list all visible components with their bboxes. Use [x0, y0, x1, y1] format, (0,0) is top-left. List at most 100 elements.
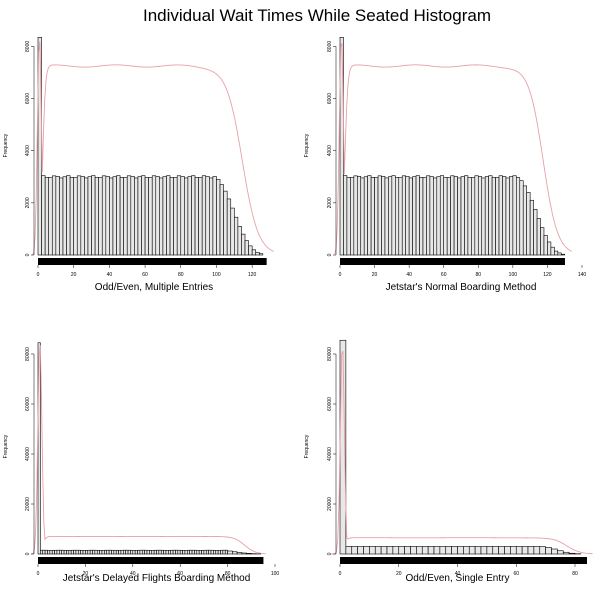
histogram-bar [236, 552, 243, 555]
y-axis: 0 2000 4000 6000 8000 [327, 41, 337, 256]
histogram-bar [73, 177, 78, 256]
histogram-bar [457, 546, 464, 555]
histogram-bar [251, 249, 257, 256]
histogram-bar [137, 549, 141, 555]
histogram-bar [464, 175, 469, 256]
histogram-bar [510, 546, 517, 555]
histogram-bar [363, 546, 370, 555]
histogram-bar [94, 177, 99, 256]
histogram-bar [391, 175, 396, 256]
histogram-bar [419, 177, 424, 256]
y-axis-label: Frequency [304, 434, 310, 458]
x-axis-label: Odd/Even, Multiple Entries [95, 282, 213, 293]
histogram-bar [488, 175, 493, 256]
histogram-bar [370, 177, 375, 256]
x-tick-label: 0 [339, 272, 342, 278]
chart-panel-4: 0 20 40 60 80 0 20000 40000 60000 80000 Frequency O… [304, 339, 593, 584]
histogram-bar [111, 549, 115, 555]
y-tick-label: 6000 [25, 93, 31, 104]
histogram-bar [151, 549, 155, 555]
histogram-bar [505, 177, 510, 256]
histogram-bar [63, 549, 67, 555]
histogram-bar [49, 549, 53, 555]
histogram-bar [85, 549, 89, 555]
histogram-bar [104, 549, 108, 555]
x-axis-label: Jetstar's Delayed Flights Boarding Metho… [63, 573, 251, 584]
y-tick-label: 0 [327, 253, 333, 256]
histogram-bar [405, 176, 410, 256]
histogram-bar [351, 546, 358, 555]
histogram-bar [106, 549, 110, 555]
histogram-bar [101, 175, 107, 256]
histogram-bar [130, 549, 134, 555]
histogram-bar [426, 175, 431, 256]
histogram-bar [401, 175, 406, 256]
rug-plot [340, 557, 587, 564]
histogram-bar [209, 177, 214, 256]
histogram-bar [126, 175, 132, 256]
y-axis-label: Frequency [3, 434, 9, 458]
histogram-bar [241, 233, 246, 256]
density-curve [30, 345, 266, 555]
histogram-bar [101, 549, 105, 555]
y-tick-label: 4000 [25, 145, 31, 156]
histogram-bar [450, 175, 455, 256]
density-curve [334, 42, 572, 255]
histogram-bar [41, 175, 46, 256]
histogram-bar [76, 175, 82, 256]
histogram-bar [118, 549, 122, 555]
histogram-bar [170, 549, 174, 555]
x-axis-label: Jetstar's Normal Boarding Method [386, 282, 537, 293]
x-tick-label: 60 [142, 272, 148, 278]
histogram-bar [427, 546, 435, 555]
chart-panel-2: 0 20 40 60 80 100 120 140 0 2000 4000 6000 8000 Frequ… [304, 36, 586, 293]
histogram-bar [98, 177, 103, 256]
histogram-bar [132, 550, 136, 555]
histogram-bar [504, 546, 511, 555]
histogram-bar [480, 546, 488, 555]
histogram-bar [346, 177, 351, 256]
histogram-bar [144, 177, 149, 256]
x-axis-label: Odd/Even, Single Entry [406, 573, 510, 584]
histogram-bar [144, 549, 148, 555]
histogram-bar [196, 549, 200, 555]
histogram-bar [168, 549, 172, 555]
histogram-bar [219, 184, 224, 256]
histogram-bar [557, 252, 562, 256]
histogram-bar [187, 549, 190, 555]
histogram-bar [502, 176, 507, 256]
histogram-bar [474, 546, 482, 555]
histogram-bar [130, 176, 135, 256]
histogram-bar [404, 546, 411, 555]
histogram-bar [205, 176, 210, 256]
histogram-bar [66, 175, 71, 256]
histogram-bar [77, 549, 81, 555]
histogram-bar [547, 241, 552, 256]
histogram-bar [369, 546, 376, 555]
histogram-bar [345, 546, 353, 555]
x-tick-label: 100 [271, 571, 280, 577]
histogram-bar [408, 177, 413, 256]
rug-plot [340, 258, 565, 265]
histogram-bar [87, 176, 92, 256]
x-tick-label: 80 [476, 272, 482, 278]
histogram-bar [198, 177, 203, 256]
histogram-bar [374, 546, 382, 555]
histogram-bar [398, 177, 403, 256]
histogram-bar [47, 549, 51, 555]
histogram-bar [162, 176, 167, 256]
histogram-bar [512, 175, 517, 256]
histogram-bar [123, 177, 128, 256]
x-tick-label: 60 [177, 571, 183, 577]
histogram-bar [198, 550, 202, 555]
x-tick-label: 80 [178, 272, 184, 278]
histogram-bar [82, 550, 86, 555]
histogram-bar [148, 177, 153, 256]
histogram-bar [224, 549, 228, 555]
y-tick-label: 2000 [25, 197, 31, 208]
histogram-bar [139, 549, 143, 555]
histogram-bar [165, 550, 169, 555]
histogram-bar [377, 175, 382, 256]
histogram-bar [395, 177, 400, 256]
rug-band [340, 258, 565, 265]
